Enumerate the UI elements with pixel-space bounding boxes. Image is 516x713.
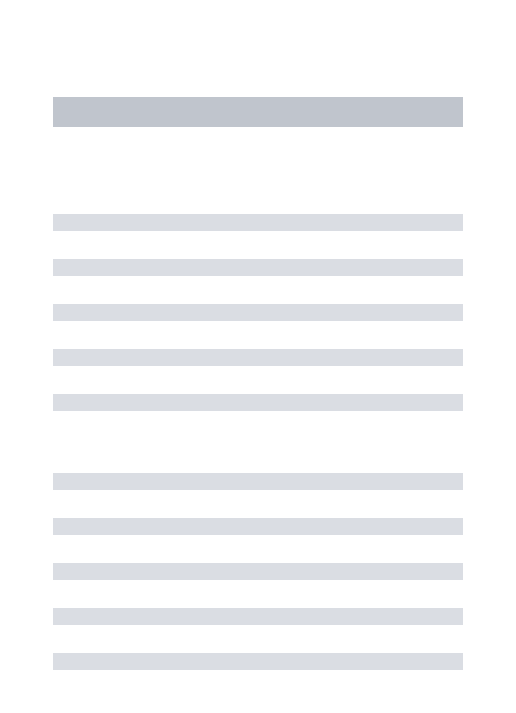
- text-line-placeholder: [53, 518, 463, 535]
- skeleton-document: [0, 0, 516, 698]
- paragraph-placeholder-group-1: [53, 214, 463, 439]
- text-line-placeholder: [53, 653, 463, 670]
- text-line-placeholder: [53, 349, 463, 366]
- title-placeholder-bar: [53, 97, 463, 127]
- text-line-placeholder: [53, 473, 463, 490]
- spacer: [53, 127, 463, 214]
- text-line-placeholder: [53, 608, 463, 625]
- spacer: [53, 439, 463, 473]
- text-line-placeholder: [53, 259, 463, 276]
- text-line-placeholder: [53, 563, 463, 580]
- text-line-placeholder: [53, 214, 463, 231]
- paragraph-placeholder-group-2: [53, 473, 463, 698]
- text-line-placeholder: [53, 394, 463, 411]
- text-line-placeholder: [53, 304, 463, 321]
